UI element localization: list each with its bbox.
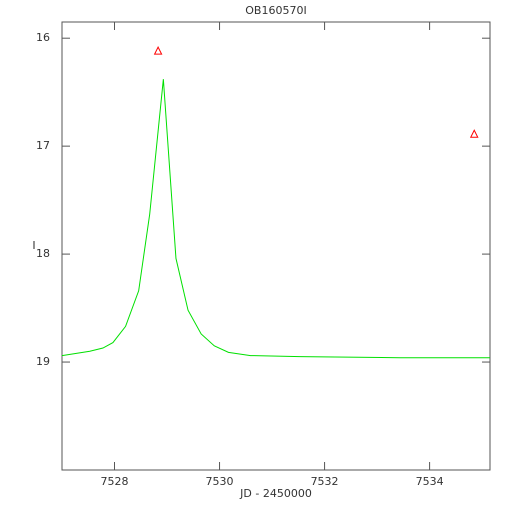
x-tick-label: 7528	[101, 475, 129, 488]
x-tick-label: 7534	[416, 475, 444, 488]
y-tick-label: 16	[36, 31, 50, 44]
y-tick-label: 19	[36, 355, 50, 368]
x-axis-label: JD - 2450000	[239, 487, 312, 500]
plot-frame	[61, 21, 491, 471]
y-axis-label: I	[32, 239, 35, 252]
y-tick-label: 18	[36, 247, 50, 260]
y-tick-label: 17	[36, 139, 50, 152]
data-point	[469, 129, 479, 138]
model-curve	[61, 79, 490, 359]
x-tick-label: 7530	[206, 475, 234, 488]
x-tick-label: 7532	[311, 475, 339, 488]
chart-title: OB160570I	[245, 4, 306, 17]
data-point	[153, 46, 163, 55]
